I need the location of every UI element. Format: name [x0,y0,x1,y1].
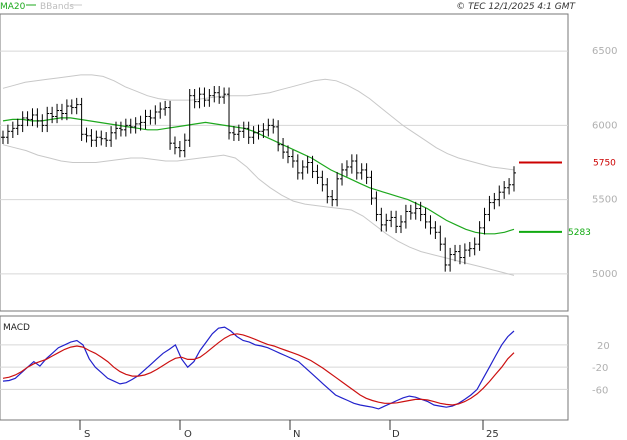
macd-y-tick-label: 20 [597,341,610,352]
legend-bb-label: BBands [40,2,74,12]
macd-line [2,326,515,410]
x-tick-label: N [293,429,300,440]
macd-title: MACD [3,323,30,333]
bb-lower-line [2,144,515,276]
x-axis: S O N D 25 [79,420,499,440]
y-tick-label: 5500 [592,195,617,206]
macd-y-axis: 20 -20 -60 [592,341,610,396]
price-grid [0,50,568,275]
macd-panel [0,315,569,421]
y-tick-label: 5000 [592,269,617,280]
resistance-label: 5750 [593,159,616,169]
macd-y-tick-label: -20 [592,363,608,374]
legend: MA20 BBands [0,2,82,12]
x-tick-label: O [184,429,192,440]
y-tick-label: 6000 [592,120,617,131]
legend-ma-label: MA20 [0,2,26,12]
macd-y-tick-label: -60 [592,385,608,396]
signal-line [2,333,515,406]
copyright-text: © TEC 12/1/2025 4:1 GMT [456,2,576,12]
x-tick-label: D [392,429,400,440]
y-tick-label: 6500 [592,46,617,57]
price-y-axis: 6500 6000 5500 5000 [592,46,617,280]
x-tick-label: S [84,429,90,440]
bollinger-bands [2,74,515,276]
price-levels [519,161,562,233]
ohlc-bars [1,86,516,272]
x-tick-label: 25 [486,429,499,440]
bb-upper-line [2,74,515,171]
support-label: 5283 [568,228,591,238]
macd-series [2,326,515,410]
